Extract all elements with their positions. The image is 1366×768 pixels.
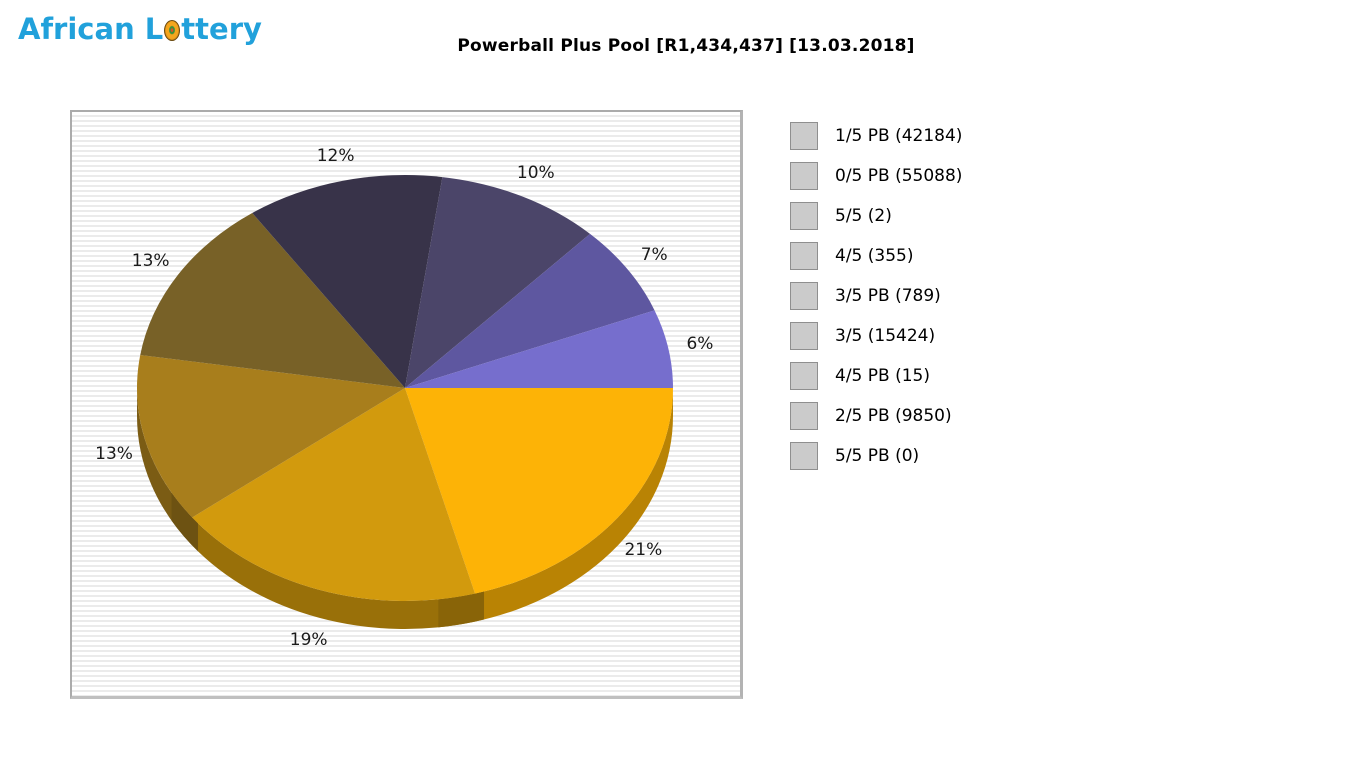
chart-legend: 1/5 PB (42184) 0/5 PB (55088) 5/5 (2) 4/… (790, 122, 962, 482)
legend-item-0-5-pb: 0/5 PB (55088) (790, 162, 962, 190)
legend-item-label: 3/5 PB (789) (835, 286, 941, 306)
pie-rim-shadow (438, 591, 485, 628)
pie-slice-5-5 (137, 355, 405, 518)
site-logo[interactable]: African L ttery (18, 12, 262, 46)
percent-label-4-5-pb: 7% (640, 245, 668, 266)
legend-color-swatch (790, 122, 818, 150)
page-title: Powerball Plus Pool [R1,434,437] [13.03.… (457, 36, 915, 56)
legend-item-label: 2/5 PB (9850) (835, 406, 952, 426)
percent-label-3-5-pb: 12% (316, 145, 355, 166)
legend-item-label: 5/5 PB (0) (835, 446, 920, 466)
percent-label-2-5-pb: 6% (686, 333, 714, 354)
pie-slice-1-5-pb (405, 388, 673, 594)
percent-label-3-5: 10% (516, 163, 555, 184)
legend-item-5-5-pb: 5/5 PB (0) (790, 442, 962, 470)
pie-chart (137, 175, 673, 629)
pie-slice-3-5-pb (252, 175, 443, 388)
legend-color-swatch (790, 322, 818, 350)
logo-text-right: ttery (181, 12, 262, 46)
legend-item-label: 4/5 (355) (835, 246, 914, 266)
legend-item-5-5: 5/5 (2) (790, 202, 962, 230)
pie-rim-1-5-pb (475, 388, 673, 622)
legend-item-1-5-pb: 1/5 PB (42184) (790, 122, 962, 150)
legend-item-label: 4/5 PB (15) (835, 366, 930, 386)
legend-item-label: 1/5 PB (42184) (835, 126, 963, 146)
legend-color-swatch (790, 202, 818, 230)
legend-color-swatch (790, 282, 818, 310)
pie-slice-4-5-pb (405, 233, 655, 388)
percent-label-5-5: 13% (95, 443, 133, 464)
pie-rim-shadow (171, 492, 198, 552)
legend-item-4-5-pb: 4/5 PB (15) (790, 362, 962, 390)
legend-item-label: 3/5 (15424) (835, 326, 936, 346)
legend-item-label: 5/5 (2) (835, 206, 892, 226)
percent-label-1-5-pb: 21% (624, 539, 663, 560)
percent-label-4-5: 13% (131, 251, 170, 272)
legend-color-swatch (790, 242, 818, 270)
legend-item-3-5: 3/5 (15424) (790, 322, 962, 350)
legend-item-4-5: 4/5 (355) (790, 242, 962, 270)
legend-item-label: 0/5 PB (55088) (835, 166, 963, 186)
legend-color-swatch (790, 442, 818, 470)
percent-label-0-5-pb: 19% (289, 630, 328, 651)
pie-slice-2-5-pb (405, 310, 673, 388)
legend-item-2-5-pb: 2/5 PB (9850) (790, 402, 962, 430)
legend-color-swatch (790, 362, 818, 390)
pie-slice-4-5 (140, 212, 405, 388)
legend-color-swatch (790, 162, 818, 190)
pie-chart-panel: 21% 19% 13% 13% 12% 10% 7% 6% (70, 110, 743, 699)
pie-slice-0-5-pb (192, 388, 476, 601)
legend-item-3-5-pb: 3/5 PB (789) (790, 282, 962, 310)
legend-color-swatch (790, 402, 818, 430)
pie-rim-0-5-pb (192, 517, 476, 629)
pie-slice-3-5 (405, 177, 591, 388)
logo-text-left: African L (18, 12, 164, 46)
lottery-ball-icon (164, 20, 181, 41)
